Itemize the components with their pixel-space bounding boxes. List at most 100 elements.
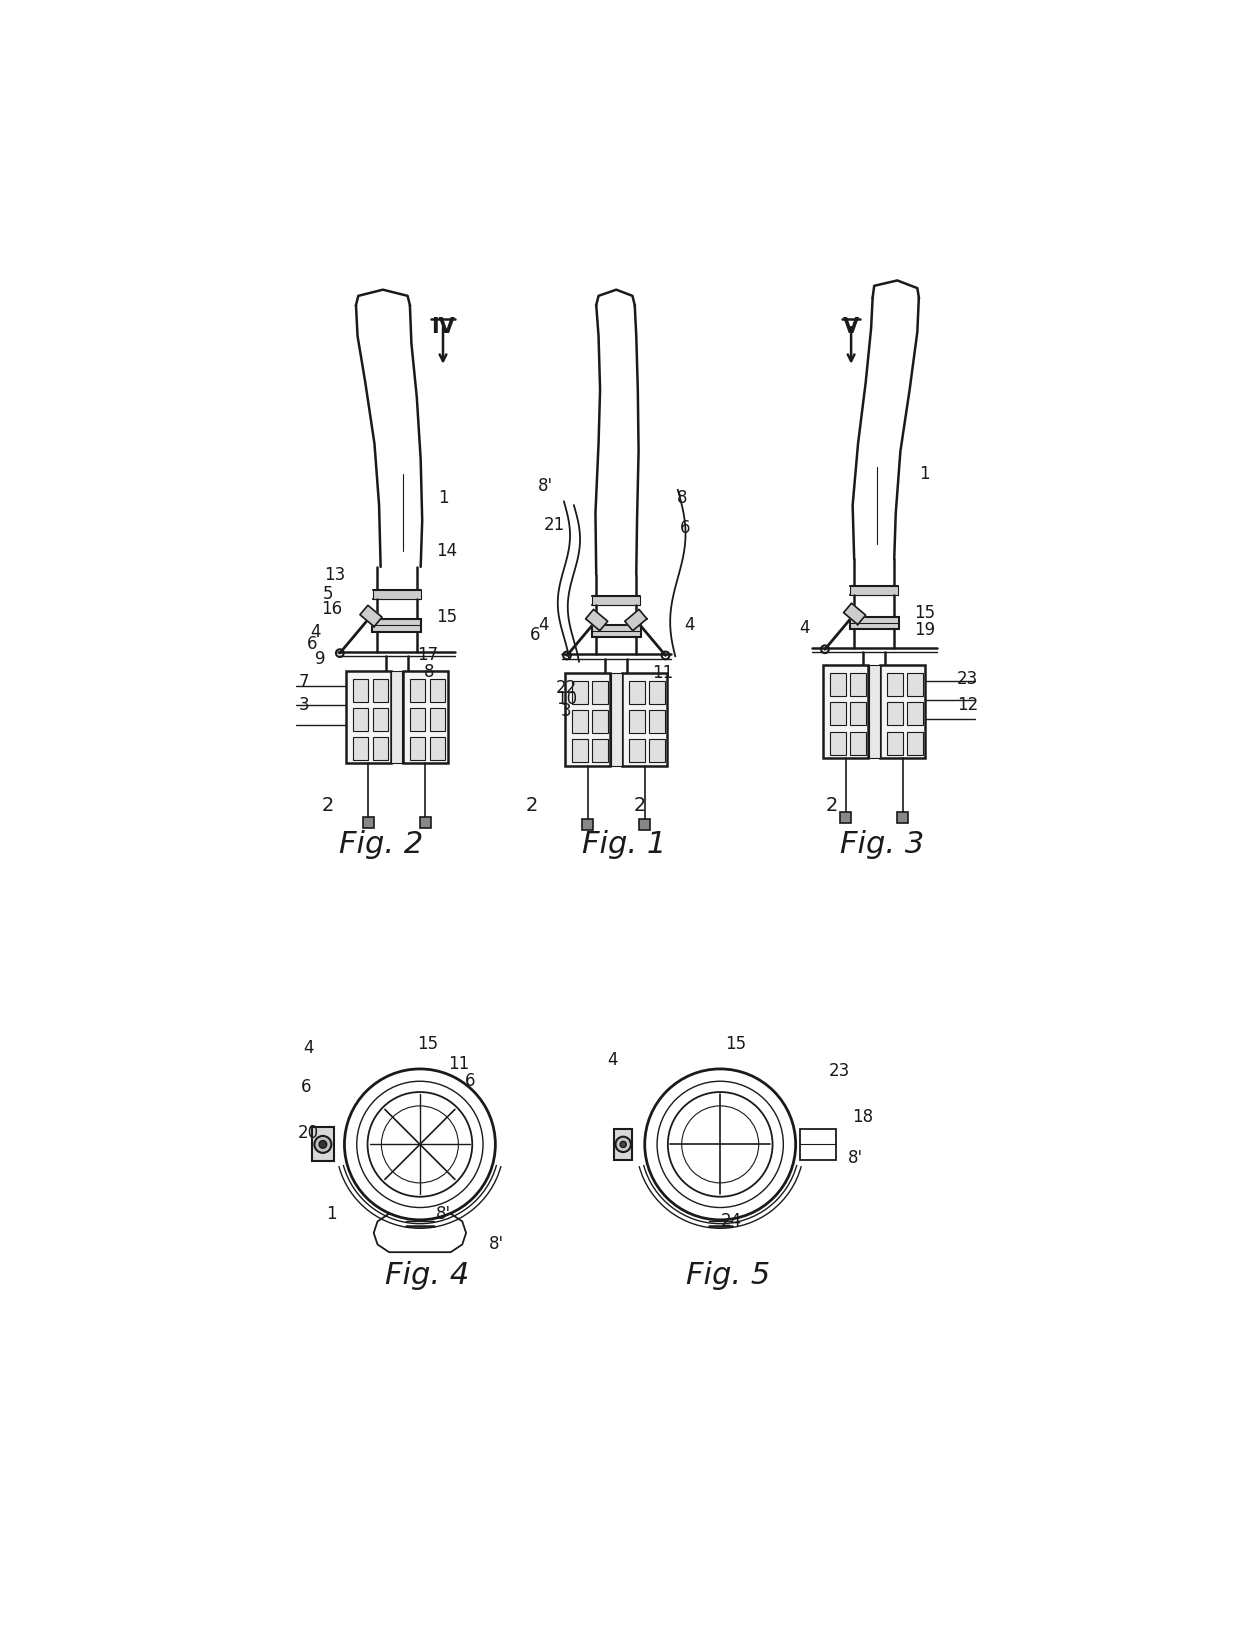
Text: Fig. 4: Fig. 4 — [386, 1261, 470, 1291]
Bar — [640, 819, 650, 830]
Text: 2: 2 — [634, 796, 646, 815]
Bar — [312, 1128, 334, 1161]
Bar — [373, 590, 420, 598]
Text: 4: 4 — [684, 615, 694, 633]
Bar — [851, 702, 866, 725]
Polygon shape — [360, 605, 382, 626]
Bar — [831, 672, 846, 697]
Bar — [591, 625, 641, 636]
Bar — [392, 671, 402, 763]
Bar — [403, 671, 448, 763]
Text: 15: 15 — [417, 1036, 438, 1054]
Text: 1: 1 — [326, 1205, 337, 1223]
Text: 15: 15 — [725, 1036, 746, 1054]
Bar — [593, 681, 608, 704]
Bar — [593, 740, 608, 763]
Text: 17: 17 — [417, 646, 438, 664]
Text: 1: 1 — [438, 488, 449, 506]
Bar — [851, 732, 866, 755]
Text: 8': 8' — [538, 477, 553, 495]
Text: 8: 8 — [677, 488, 687, 506]
Text: 19: 19 — [914, 621, 935, 640]
Bar — [851, 672, 866, 697]
Text: 24: 24 — [722, 1212, 743, 1230]
Text: 18: 18 — [852, 1108, 873, 1126]
Bar — [430, 679, 445, 702]
Text: 8': 8' — [490, 1236, 505, 1253]
Bar — [593, 710, 608, 733]
Text: 8': 8' — [435, 1205, 450, 1223]
Text: Fig. 5: Fig. 5 — [686, 1261, 770, 1291]
Bar — [888, 702, 903, 725]
Polygon shape — [585, 610, 608, 631]
Text: V: V — [843, 317, 859, 337]
Text: 4: 4 — [799, 620, 810, 638]
Text: Fig. 2: Fig. 2 — [340, 830, 424, 858]
Text: 22: 22 — [556, 679, 577, 697]
Bar — [888, 732, 903, 755]
Text: 23: 23 — [828, 1062, 851, 1080]
Text: 9: 9 — [315, 651, 325, 667]
Text: 1: 1 — [919, 465, 930, 483]
Text: 4: 4 — [303, 1039, 314, 1057]
Text: 16: 16 — [321, 600, 342, 618]
Text: 6: 6 — [681, 520, 691, 538]
Text: 8: 8 — [424, 664, 434, 681]
Text: 8': 8' — [847, 1149, 863, 1167]
Bar — [573, 710, 588, 733]
Bar — [880, 666, 925, 758]
Text: 13: 13 — [325, 566, 346, 584]
Circle shape — [315, 1136, 331, 1152]
Bar — [573, 740, 588, 763]
Bar — [908, 672, 923, 697]
Bar — [373, 709, 388, 732]
Bar — [353, 709, 368, 732]
Bar — [430, 709, 445, 732]
Bar — [630, 681, 645, 704]
Text: 3: 3 — [560, 702, 572, 720]
Text: 6: 6 — [531, 626, 541, 644]
Bar — [888, 672, 903, 697]
Text: 2: 2 — [526, 796, 538, 815]
Bar — [346, 671, 391, 763]
Text: 4: 4 — [608, 1051, 618, 1069]
Bar — [372, 620, 422, 631]
Bar — [430, 737, 445, 760]
Polygon shape — [843, 603, 866, 625]
Bar — [841, 812, 851, 822]
Bar — [908, 702, 923, 725]
Text: IV: IV — [432, 317, 455, 337]
Bar — [565, 672, 610, 766]
Bar — [611, 672, 621, 766]
Text: 10: 10 — [556, 690, 577, 709]
Bar — [831, 702, 846, 725]
Text: 2: 2 — [321, 796, 334, 815]
Bar — [410, 737, 425, 760]
Circle shape — [620, 1141, 626, 1148]
Bar — [420, 817, 430, 829]
Text: Fig. 3: Fig. 3 — [839, 830, 924, 858]
Bar — [353, 737, 368, 760]
Text: 6: 6 — [300, 1077, 311, 1095]
Bar — [583, 819, 593, 830]
Text: 15: 15 — [914, 603, 935, 621]
Text: 4: 4 — [538, 615, 548, 633]
Bar — [614, 1129, 632, 1159]
Bar — [851, 587, 898, 595]
Circle shape — [319, 1141, 326, 1148]
Text: 3: 3 — [299, 697, 309, 715]
Bar — [898, 812, 908, 822]
Bar — [630, 710, 645, 733]
Text: 11: 11 — [448, 1054, 469, 1072]
Text: 20: 20 — [298, 1124, 319, 1143]
Text: 4: 4 — [311, 623, 321, 641]
Text: 5: 5 — [322, 585, 332, 603]
Polygon shape — [625, 610, 647, 631]
Text: 23: 23 — [957, 669, 978, 687]
Text: 11: 11 — [652, 664, 673, 682]
Bar — [650, 740, 665, 763]
Bar — [353, 679, 368, 702]
Text: Fig. 1: Fig. 1 — [582, 830, 666, 858]
Bar — [593, 597, 640, 605]
Bar — [410, 679, 425, 702]
